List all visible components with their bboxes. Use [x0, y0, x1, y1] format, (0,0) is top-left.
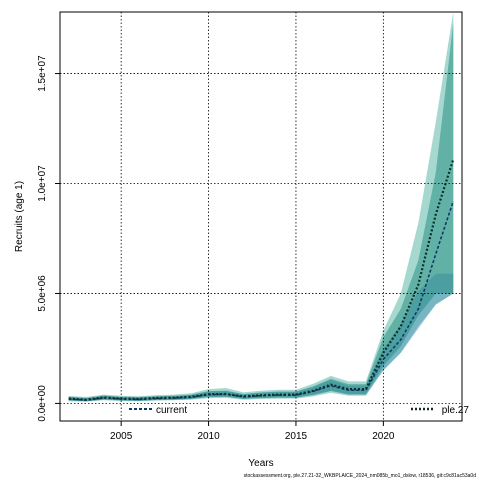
y-tick-label: 0.0e+00	[37, 385, 48, 422]
ple-inner-band	[68, 23, 454, 402]
x-axis-title: Years	[248, 458, 273, 469]
legend: current ple.27	[129, 405, 469, 416]
legend-ple-label: ple.27	[442, 405, 470, 416]
x-tick-label: 2010	[197, 431, 220, 442]
y-tick-label: 1.5e+07	[37, 55, 48, 92]
footer-caption: stockassessment.org, ple.27.21-32_WKBPLA…	[244, 473, 477, 479]
y-axis-title: Recruits (age 1)	[14, 181, 25, 252]
y-tick-label: 1.0e+07	[37, 165, 48, 202]
x-tick-label: 2005	[110, 431, 133, 442]
grid-lines	[60, 12, 462, 421]
series-lines	[68, 158, 455, 401]
y-axis: 0.0e+00 5.0e+06 1.0e+07 1.5e+07	[37, 55, 61, 422]
ple-line	[68, 158, 455, 401]
current-line	[68, 200, 455, 401]
x-axis: 2005 2010 2015 2020	[110, 420, 395, 442]
x-tick-label: 2015	[285, 431, 308, 442]
x-tick-label: 2020	[372, 431, 395, 442]
confidence-bands	[68, 12, 454, 402]
legend-current-label: current	[156, 405, 187, 416]
y-tick-label: 5.0e+06	[37, 275, 48, 312]
